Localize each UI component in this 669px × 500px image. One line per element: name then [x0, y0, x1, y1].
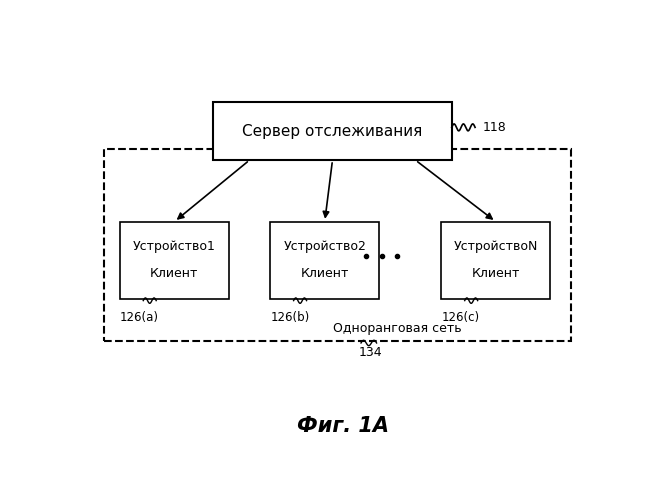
- Text: Одноранговая сеть: Одноранговая сеть: [333, 322, 462, 336]
- Text: Клиент: Клиент: [472, 267, 520, 280]
- Text: Фиг. 1А: Фиг. 1А: [297, 416, 389, 436]
- FancyBboxPatch shape: [442, 222, 551, 298]
- Text: 126(b): 126(b): [270, 312, 310, 324]
- FancyBboxPatch shape: [270, 222, 379, 298]
- Text: Клиент: Клиент: [300, 267, 349, 280]
- Text: Сервер отслеживания: Сервер отслеживания: [242, 124, 423, 138]
- FancyBboxPatch shape: [213, 102, 452, 160]
- Text: Устройство2: Устройство2: [283, 240, 366, 253]
- Text: 126(c): 126(c): [442, 312, 480, 324]
- Text: Устройство1: Устройство1: [133, 240, 216, 253]
- Text: 134: 134: [359, 346, 382, 359]
- FancyBboxPatch shape: [120, 222, 229, 298]
- Text: 126(a): 126(a): [120, 312, 159, 324]
- Text: Клиент: Клиент: [150, 267, 199, 280]
- Text: 118: 118: [483, 121, 506, 134]
- Text: УстройствоN: УстройствоN: [454, 240, 538, 253]
